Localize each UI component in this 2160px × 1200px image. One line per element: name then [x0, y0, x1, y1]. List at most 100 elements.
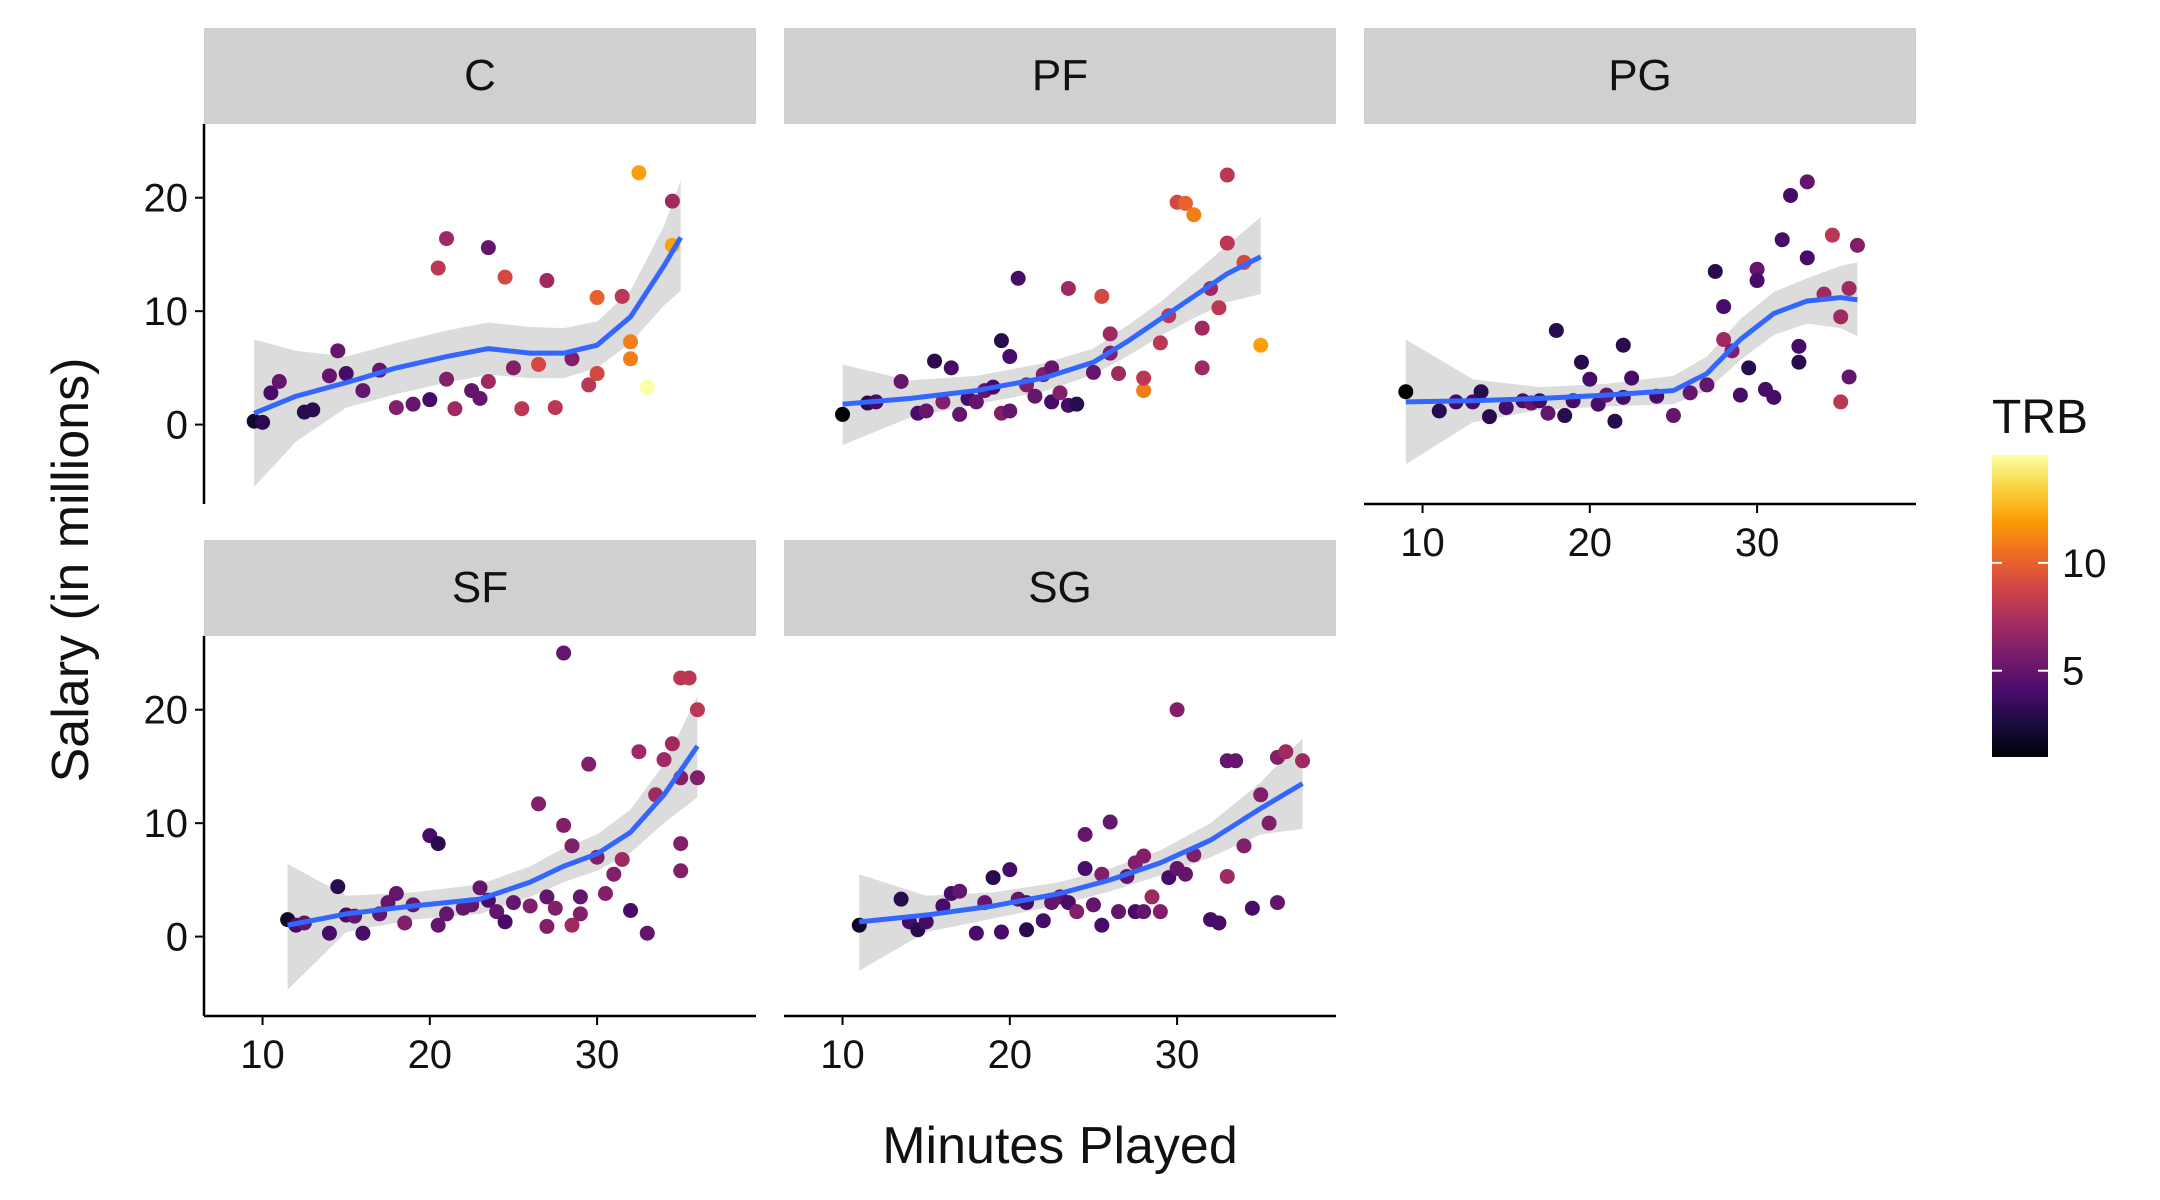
data-point — [589, 290, 605, 306]
data-point — [1177, 195, 1193, 211]
data-point — [968, 394, 984, 410]
data-point — [1481, 409, 1497, 425]
data-point — [985, 870, 1001, 886]
data-point — [835, 406, 851, 422]
data-point — [547, 900, 563, 916]
data-point — [1136, 370, 1152, 386]
data-point — [1682, 385, 1698, 401]
data-point — [1136, 383, 1152, 399]
confidence-band — [859, 738, 1303, 971]
data-point — [639, 925, 655, 941]
data-point — [1052, 385, 1068, 401]
data-point — [1044, 360, 1060, 376]
data-point — [1069, 396, 1085, 412]
facet-panel-sf: SF 0 10 20 10 20 30 — [144, 540, 756, 1077]
data-point — [893, 373, 909, 389]
data-point — [1136, 904, 1152, 920]
smooth-line — [253, 236, 683, 416]
data-point — [993, 924, 1009, 940]
data-point — [623, 334, 639, 350]
y-tick-label: 10 — [144, 290, 189, 334]
data-point — [664, 193, 680, 209]
data-point — [330, 879, 346, 895]
data-point — [1473, 384, 1489, 400]
data-point — [355, 383, 371, 399]
data-point — [1841, 280, 1857, 296]
data-point — [673, 836, 689, 852]
data-point — [1136, 848, 1152, 864]
x-tick-label: 30 — [1735, 521, 1780, 565]
data-point — [430, 917, 446, 933]
data-point — [631, 165, 647, 181]
data-point — [918, 403, 934, 419]
data-point — [422, 392, 438, 408]
facet-panel-pg: PG 10 20 30 — [1364, 28, 1916, 565]
data-point — [952, 883, 968, 899]
data-point — [927, 353, 943, 369]
x-tick-label: 20 — [988, 1033, 1033, 1077]
data-point — [271, 373, 287, 389]
data-point — [1085, 897, 1101, 913]
data-point — [547, 400, 563, 416]
data-point — [1228, 753, 1244, 769]
data-point — [505, 895, 521, 911]
smooth-line — [1405, 295, 1858, 405]
data-point — [1219, 167, 1235, 183]
data-point — [623, 351, 639, 367]
data-point — [1833, 394, 1849, 410]
data-point — [1069, 904, 1085, 920]
data-point — [1152, 335, 1168, 351]
data-point — [539, 273, 555, 289]
facet-strip-label: PF — [1032, 51, 1088, 100]
data-point — [993, 333, 1009, 349]
data-point — [505, 360, 521, 376]
data-point — [664, 736, 680, 752]
data-point — [564, 917, 580, 933]
data-point — [1194, 360, 1210, 376]
data-point — [1027, 388, 1043, 404]
data-point — [1085, 364, 1101, 380]
data-point — [1002, 862, 1018, 878]
data-point — [935, 394, 951, 410]
x-axis-title: Minutes Played — [882, 1117, 1238, 1175]
data-point — [447, 401, 463, 417]
facet-strip — [204, 28, 756, 124]
facet-strip — [1364, 28, 1916, 124]
data-point — [1841, 369, 1857, 385]
data-point — [1540, 405, 1556, 421]
data-point — [1269, 895, 1285, 911]
data-point — [1278, 744, 1294, 760]
x-tick-label: 10 — [1400, 521, 1445, 565]
facet-panels: C 0 10 20 PF PG 10 20 30 SF 0 10 20 10 20 30 SG 10 20 30 — [144, 28, 1916, 1077]
facet-strip-label: SG — [1028, 563, 1092, 612]
x-tick-label: 30 — [1155, 1033, 1200, 1077]
data-point — [1833, 309, 1849, 325]
y-tick-label: 0 — [166, 916, 188, 960]
data-point — [480, 373, 496, 389]
data-point — [564, 838, 580, 854]
data-point — [1665, 408, 1681, 424]
data-point — [681, 670, 697, 686]
y-tick-label: 0 — [166, 404, 188, 448]
data-point — [397, 915, 413, 931]
confidence-band — [254, 180, 681, 487]
data-point — [1194, 320, 1210, 336]
data-point — [556, 817, 572, 833]
data-point — [1002, 403, 1018, 419]
data-point — [1186, 207, 1202, 223]
data-point — [631, 744, 647, 760]
data-point — [1849, 237, 1865, 253]
data-point — [1111, 904, 1127, 920]
data-point — [1094, 866, 1110, 882]
data-point — [1102, 326, 1118, 342]
data-point — [689, 770, 705, 786]
data-point — [1799, 250, 1815, 266]
data-point — [1111, 366, 1127, 382]
data-point — [430, 836, 446, 852]
data-point — [893, 891, 909, 907]
data-point — [1010, 270, 1026, 286]
data-point — [614, 288, 630, 304]
data-point — [689, 702, 705, 718]
data-point — [1548, 322, 1564, 338]
